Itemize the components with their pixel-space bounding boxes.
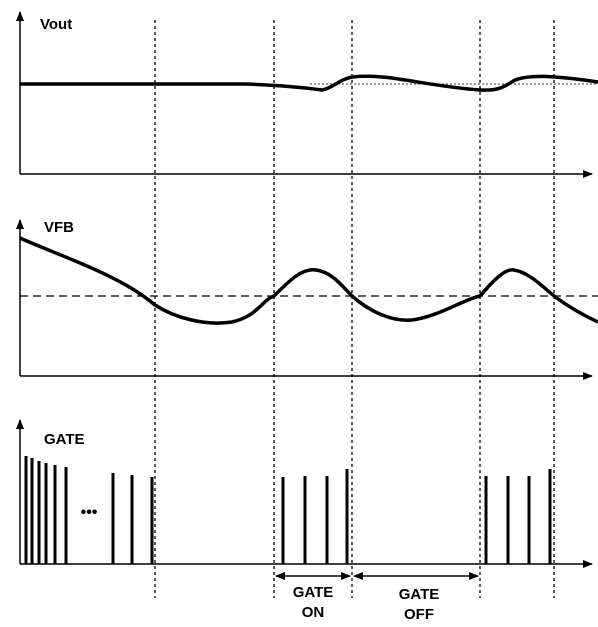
vout-label: Vout xyxy=(40,16,72,33)
gate-off-annotation: GATE OFF xyxy=(353,572,479,623)
vout-waveform xyxy=(20,74,598,92)
timing-markers xyxy=(154,20,555,598)
gate-off-line2: OFF xyxy=(404,606,434,623)
gate-on-annotation: GATE ON xyxy=(275,572,351,621)
vout-panel: Vout xyxy=(16,11,598,178)
gate-ellipsis: ••• xyxy=(81,504,98,521)
gate-on-line2: ON xyxy=(302,604,325,621)
vfb-label: VFB xyxy=(44,219,74,236)
gate-pulses xyxy=(24,456,552,564)
gate-on-line1: GATE xyxy=(293,584,334,601)
gate-off-line1: GATE xyxy=(399,586,440,603)
vfb-waveform xyxy=(19,236,598,325)
gate-label: GATE xyxy=(44,431,85,448)
vfb-panel: VFB xyxy=(16,219,598,380)
gate-panel: GATE ••• xyxy=(16,419,593,568)
